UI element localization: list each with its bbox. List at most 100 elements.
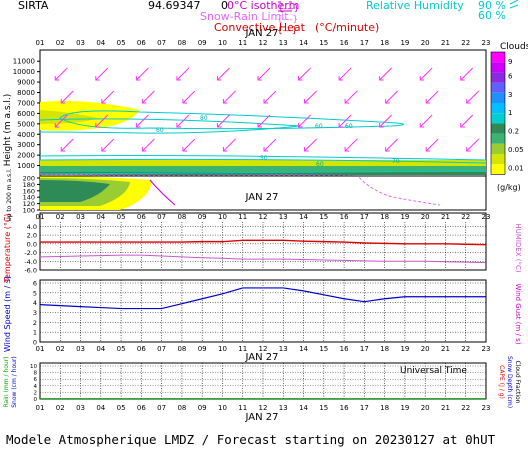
wind-arrow-head-icon: [222, 147, 228, 152]
bottom-hour-tick-label: 15: [319, 404, 328, 412]
cloud-y-tick-label: 4000: [17, 131, 35, 139]
temperature-hour-axis: 01 02 03 04 05 06 07 08 09 10 11 12 13 14 15 16 17 18 19 20…: [36, 213, 491, 221]
mid-hour-tick-label: 12: [259, 345, 268, 353]
wind-y-tick-label: 3: [33, 309, 37, 317]
wind-y-tick-label: 1: [33, 329, 37, 337]
cloud-boundary-dark: [40, 180, 110, 202]
wind-grid: [59, 280, 467, 342]
wind-arrow-icon: [298, 67, 311, 81]
wind-arrow-head-icon: [379, 123, 384, 128]
temp-hour-tick-label: 10: [218, 213, 227, 221]
wind-arrow-icon: [101, 138, 115, 152]
wind-arrow-icon: [379, 114, 392, 128]
conv-swatch-glyph: {—}: [277, 26, 297, 36]
mid-hour-tick-label: 17: [360, 345, 369, 353]
wind-arrow-head-icon: [419, 123, 425, 128]
top-hour-tick-label: 12: [259, 39, 268, 47]
bottom-hour-tick-label: 08: [177, 404, 186, 412]
bottom-hour-tick-label: 21: [441, 404, 450, 412]
mid-hour-tick-label: 08: [177, 345, 186, 353]
temp-hour-tick-label: 14: [299, 213, 308, 221]
top-hour-tick-label: 14: [299, 39, 308, 47]
bottom-hour-tick-label: 12: [259, 404, 268, 412]
contour-label-3: 60: [315, 123, 323, 130]
contour-label-5: 50: [260, 155, 268, 162]
temp-hour-tick-label: 16: [340, 213, 349, 221]
cloud-legend-swatch: [491, 52, 505, 63]
wind-speed-series-line: [39, 287, 486, 310]
temp-hour-tick-label: 03: [76, 213, 85, 221]
top-hour-tick-label: 19: [400, 39, 409, 47]
wind-arrow-icon: [142, 138, 155, 152]
wind-y-tick-label: 2: [33, 319, 37, 327]
mid-hour-tick-label: 03: [76, 345, 85, 353]
wind-arrow-icon: [136, 67, 149, 81]
wind-gust-y-label: Wind Gust (m / s): [514, 283, 522, 344]
wind-arrow-head-icon: [135, 76, 141, 81]
cloud-legend-swatch: [491, 92, 505, 103]
wind-arrow-head-icon: [54, 123, 60, 128]
bottom-hour-tick-label: 18: [380, 404, 389, 412]
wind-arrow-icon: [142, 90, 155, 104]
rh-60-label: 60 %: [478, 9, 506, 22]
header: SIRTA 94.69347 0 0°C isotherm Snow-Rain …: [18, 0, 519, 36]
temp-hour-tick-label: 13: [279, 213, 288, 221]
bottom-hour-tick-label: 06: [137, 404, 146, 412]
wind-arrow-icon: [425, 90, 439, 104]
wind-arrow-head-icon: [95, 76, 100, 81]
mid-hour-tick-label: 01: [36, 345, 45, 353]
bottom-hour-tick-label: 04: [96, 404, 105, 412]
date-label-top: JAN 27: [245, 28, 279, 39]
wind-arrow-head-icon: [298, 123, 303, 128]
contour-label-2: 80: [200, 115, 208, 122]
wind-arrow-head-icon: [141, 147, 147, 152]
wind-arrow-head-icon: [95, 123, 100, 128]
snow-swatch-glyph: {---}: [277, 15, 298, 25]
convective-legend-label: Convective Heat: [214, 21, 306, 34]
cloud-y-tick-label: 1000: [17, 162, 35, 170]
wind-arrow-head-icon: [466, 147, 471, 152]
wind-arrow-head-icon: [304, 147, 309, 152]
cloud-y-tick-label-lower: 160: [23, 187, 35, 195]
mid-hour-tick-label: 07: [157, 345, 166, 353]
bottom-hour-tick-label: 22: [461, 404, 470, 412]
cloud-y-tick-label: 9000: [17, 79, 35, 87]
mid-hour-tick-label: 11: [238, 345, 247, 353]
wind-arrow-head-icon: [344, 147, 350, 152]
wind-arrow-head-icon: [263, 147, 268, 152]
wind-arrow-icon: [304, 138, 317, 152]
snow-rain-legend-label: Snow-Rain Limit: [200, 10, 289, 23]
wind-arrow-icon: [338, 67, 352, 81]
temp-hour-tick-label: 22: [461, 213, 470, 221]
wind-y-tick-label: 6: [33, 280, 37, 288]
temperature-series-line: [40, 239, 487, 246]
wind-arrow-head-icon: [60, 147, 66, 152]
top-hour-tick-label: 22: [461, 39, 470, 47]
wind-arrow-icon: [379, 67, 392, 81]
wind-y-tick-label: 4: [33, 299, 37, 307]
wind-arrow-icon: [257, 67, 271, 81]
wind-arrow-icon: [217, 114, 230, 128]
bottom-hour-tick-label: 23: [482, 404, 491, 412]
top-hour-tick-label: 07: [157, 39, 166, 47]
top-hour-tick-label: 20: [421, 39, 430, 47]
cloud-legend-level-label: 1: [508, 109, 512, 117]
rain-grid: [59, 363, 467, 399]
wind-arrow-head-icon: [298, 76, 303, 81]
wind-arrow-head-icon: [216, 123, 222, 128]
cloud-y-tick-label: 5000: [17, 120, 35, 128]
wind-arrow-icon: [460, 67, 474, 81]
cloud-y-axis-upper: 1000 2000 3000 4000 5000 6000 7000 8000 9000 1000…: [13, 58, 40, 170]
cloud-band-low: [40, 160, 486, 166]
temp-hour-tick-label: 05: [117, 213, 126, 221]
rh-legend-swatch: [509, 0, 519, 9]
cloud-fraction-y-label: Cloud Fraction: [514, 361, 521, 404]
wind-arrow-icon: [338, 114, 352, 128]
wind-y-label: Wind Speed (m / s): [3, 276, 12, 352]
wind-arrow-head-icon: [338, 76, 344, 81]
top-hour-tick-label: 04: [96, 39, 105, 47]
isotherm-line: [39, 173, 441, 206]
